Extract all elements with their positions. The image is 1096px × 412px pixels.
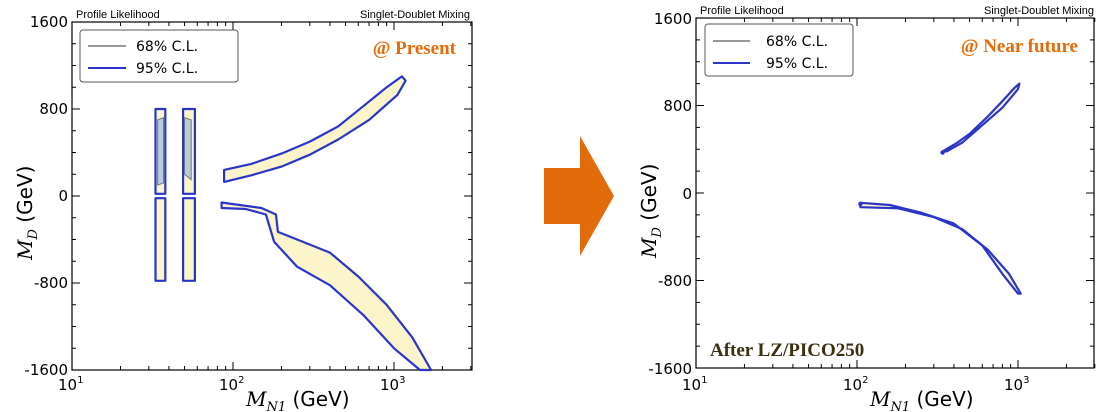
x-tick-label: 103 [380, 375, 405, 394]
header-right: Singlet-Doublet Mixing [984, 5, 1094, 17]
x-tick-label: 101 [58, 375, 83, 394]
header-left: Profile Likelihood [700, 5, 784, 17]
y-tick-label: -800 [34, 274, 68, 292]
y-tick-label: 800 [663, 97, 692, 115]
chart-panel-present: Profile Likelihood Singlet-Doublet Mixin… [13, 9, 473, 412]
legend-label-68: 68% C.L. [136, 39, 198, 55]
region-95 [223, 75, 407, 183]
y-tick-labels: -1600 -800 0 800 1600 [24, 13, 68, 379]
x-axis-label: MN1 (GeV) [245, 387, 350, 412]
region-95 [941, 82, 1021, 153]
y-tick-label: 1600 [30, 13, 68, 31]
x-axis-label: MN1 (GeV) [869, 387, 974, 412]
region-95 [182, 197, 196, 282]
y-tick-label: -800 [658, 272, 692, 290]
y-tick-label: 800 [39, 100, 68, 118]
scenario-label: @ Near future [961, 36, 1078, 57]
legend-label-95: 95% C.L. [766, 56, 828, 72]
y-axis-label: MD (GeV) [13, 166, 41, 261]
y-tick-label: 0 [682, 185, 692, 203]
annotation: After LZ/PICO250 [710, 340, 864, 361]
chart-panel-near-future: Profile Likelihood Singlet-Doublet Mixin… [637, 5, 1096, 412]
scenario-label: @ Present [373, 38, 457, 59]
y-tick-labels: -1600 -800 0 800 1600 [648, 10, 692, 378]
y-tick-label: 0 [58, 187, 68, 205]
axis-ticks [695, 17, 1096, 369]
right-arrow-icon [544, 136, 614, 256]
x-tick-label: 102 [843, 375, 868, 394]
legend: 68% C.L. 95% C.L. [704, 23, 854, 77]
legend-label-68: 68% C.L. [766, 34, 828, 50]
axis-ticks [71, 21, 472, 371]
region-68 [184, 117, 192, 181]
plot-area [858, 82, 1022, 295]
legend-label-95: 95% C.L. [136, 61, 198, 77]
region-95 [220, 201, 433, 372]
x-tick-labels: 101 102 103 [682, 375, 1029, 394]
region-95 [154, 197, 167, 282]
y-axis-label: MD (GeV) [637, 164, 665, 259]
region-95 [859, 201, 1022, 295]
legend: 68% C.L. 95% C.L. [79, 29, 239, 83]
y-tick-label: -1600 [24, 361, 68, 379]
header-left: Profile Likelihood [76, 9, 160, 21]
region-68 [157, 116, 164, 186]
x-tick-label: 101 [682, 375, 707, 394]
x-tick-label: 102 [219, 375, 244, 394]
y-tick-label: 1600 [654, 10, 692, 28]
header-right: Singlet-Doublet Mixing [360, 9, 470, 21]
x-tick-labels: 101 102 103 [58, 375, 405, 394]
point-95 [940, 150, 945, 155]
x-tick-label: 103 [1004, 375, 1029, 394]
plot-area [154, 75, 433, 372]
y-tick-label: -1600 [648, 360, 692, 378]
point-95 [858, 201, 863, 207]
